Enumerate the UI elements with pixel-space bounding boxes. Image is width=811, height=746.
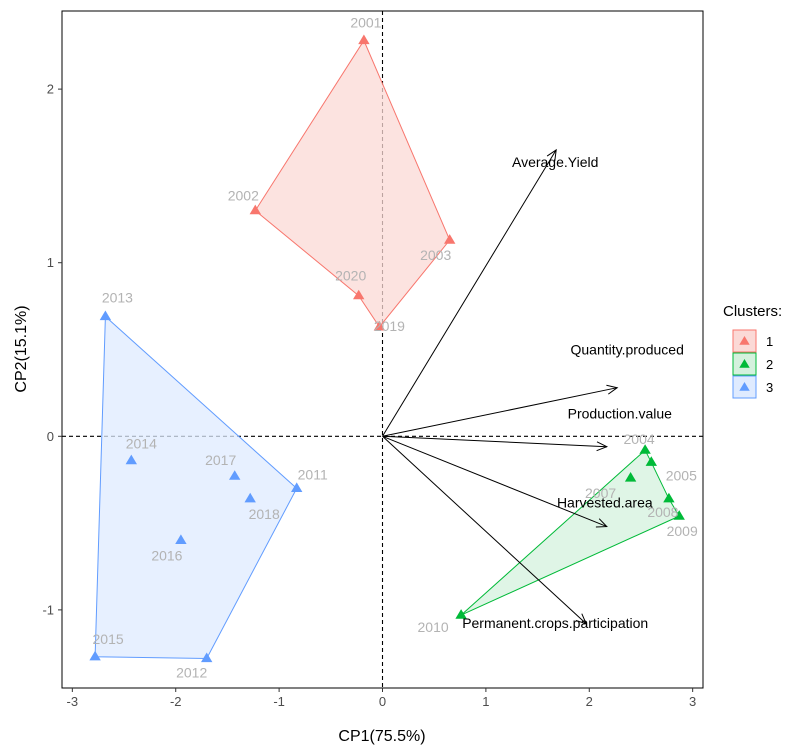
- x-tick-label: 2: [586, 694, 593, 709]
- variable-arrowhead: [606, 384, 619, 395]
- legend-label: 2: [766, 357, 773, 372]
- data-point: [99, 310, 112, 321]
- variable-arrowhead: [595, 518, 608, 528]
- point-label: 2005: [666, 467, 697, 483]
- point-label: 2018: [249, 506, 280, 522]
- data-point: [244, 492, 256, 503]
- data-point: [624, 472, 637, 482]
- point-label: 2010: [418, 619, 449, 635]
- y-axis-title: CP2(15.1%): [13, 305, 30, 392]
- variable-label: Quantity.produced: [571, 342, 684, 358]
- point-label: 2017: [205, 452, 236, 468]
- data-point: [358, 34, 370, 45]
- variable-label: Average.Yield: [512, 154, 598, 170]
- point-label: 2015: [93, 631, 124, 647]
- data-point: [353, 289, 365, 300]
- data-point: [201, 652, 213, 663]
- point-label: 2003: [420, 247, 451, 263]
- data-point: [455, 609, 467, 619]
- data-point: [175, 534, 187, 544]
- variable-arrow: [382, 435, 608, 528]
- variable-arrow: [382, 149, 557, 437]
- x-tick-label: -1: [273, 694, 285, 709]
- data-point: [373, 320, 386, 331]
- point-label: 2011: [298, 466, 328, 482]
- data-point: [125, 454, 137, 465]
- variable-arrow: [382, 435, 587, 625]
- y-tick-label: 2: [47, 82, 54, 97]
- legend: Clusters: 1 2 3: [723, 303, 782, 399]
- legend-label: 3: [766, 380, 773, 395]
- data-point: [444, 234, 456, 244]
- data-point: [291, 482, 303, 492]
- point-label: 2013: [102, 290, 133, 306]
- data-point: [249, 204, 261, 215]
- point-label: 2002: [228, 188, 259, 204]
- variable-label: Production.value: [568, 406, 673, 422]
- y-tick-label: 1: [47, 255, 54, 270]
- legend-title: Clusters:: [723, 303, 782, 320]
- point-label: 2009: [667, 523, 698, 539]
- variable-arrow: [382, 435, 607, 448]
- point-label: 2019: [374, 318, 405, 334]
- x-tick-label: 1: [482, 694, 489, 709]
- x-tick-label: -3: [67, 694, 79, 709]
- data-point: [639, 444, 651, 454]
- x-axis-title: CP1(75.5%): [338, 728, 425, 745]
- point-label: 2012: [176, 665, 207, 681]
- point-label: 2004: [624, 431, 655, 447]
- legend-label: 1: [766, 334, 773, 349]
- point-label: 2020: [335, 268, 366, 284]
- y-tick-label: 0: [47, 429, 54, 444]
- x-tick-label: 0: [379, 694, 386, 709]
- variable-label: Permanent.crops.participation: [462, 615, 648, 631]
- cluster-1-hull: [254, 39, 451, 328]
- legend-key-marker: [739, 336, 750, 345]
- data-point: [89, 650, 101, 661]
- legend-key-marker: [739, 382, 750, 391]
- variable-arrowhead: [546, 148, 557, 161]
- variable-label: Harvested.area: [557, 495, 653, 511]
- point-label: 2016: [151, 547, 182, 563]
- variable-arrowhead: [596, 441, 609, 452]
- legend-key-marker: [739, 359, 750, 368]
- point-label: 2008: [647, 504, 678, 520]
- variable-arrowhead: [575, 613, 588, 625]
- data-point: [663, 492, 675, 503]
- x-tick-label: -2: [170, 694, 182, 709]
- point-label: 2007: [585, 485, 616, 501]
- y-tick-label: -1: [42, 602, 54, 617]
- point-label: 2001: [350, 15, 381, 31]
- data-point: [673, 510, 685, 520]
- variable-arrow: [382, 387, 618, 437]
- data-point: [645, 456, 657, 466]
- data-point: [229, 470, 241, 480]
- point-label: 2014: [126, 436, 157, 452]
- x-tick-label: 3: [689, 694, 696, 709]
